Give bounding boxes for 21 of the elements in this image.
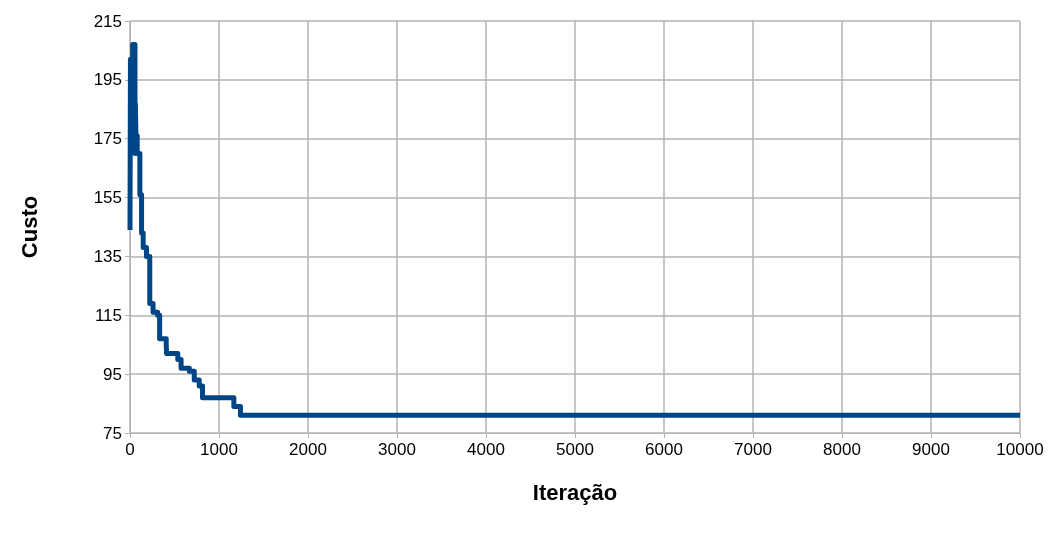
x-tick-label: 0 <box>125 440 135 459</box>
y-tick-label: 215 <box>93 11 122 31</box>
x-tick-label: 4000 <box>467 440 505 459</box>
x-tick-label: 3000 <box>378 440 416 459</box>
x-axis-title: Iteração <box>532 479 618 505</box>
y-tick-label: 175 <box>93 129 122 149</box>
x-tick-label: 2000 <box>289 440 327 459</box>
y-tick-label: 135 <box>93 246 122 266</box>
y-axis-title: Custo <box>16 195 42 259</box>
x-tick-label: 7000 <box>734 440 772 459</box>
x-tick-label: 9000 <box>912 440 950 459</box>
x-tick-label: 5000 <box>556 440 594 459</box>
x-tick-label: 10000 <box>996 440 1044 459</box>
y-tick-label: 115 <box>94 305 122 325</box>
x-tick-label: 6000 <box>645 440 683 459</box>
y-tick-label: 155 <box>93 188 122 208</box>
y-tick-label: 195 <box>93 70 122 90</box>
x-tick-label: 8000 <box>823 440 861 459</box>
y-tick-label: 95 <box>103 364 122 384</box>
x-tick-label: 1000 <box>200 440 238 459</box>
y-tick-label: 75 <box>103 423 122 443</box>
